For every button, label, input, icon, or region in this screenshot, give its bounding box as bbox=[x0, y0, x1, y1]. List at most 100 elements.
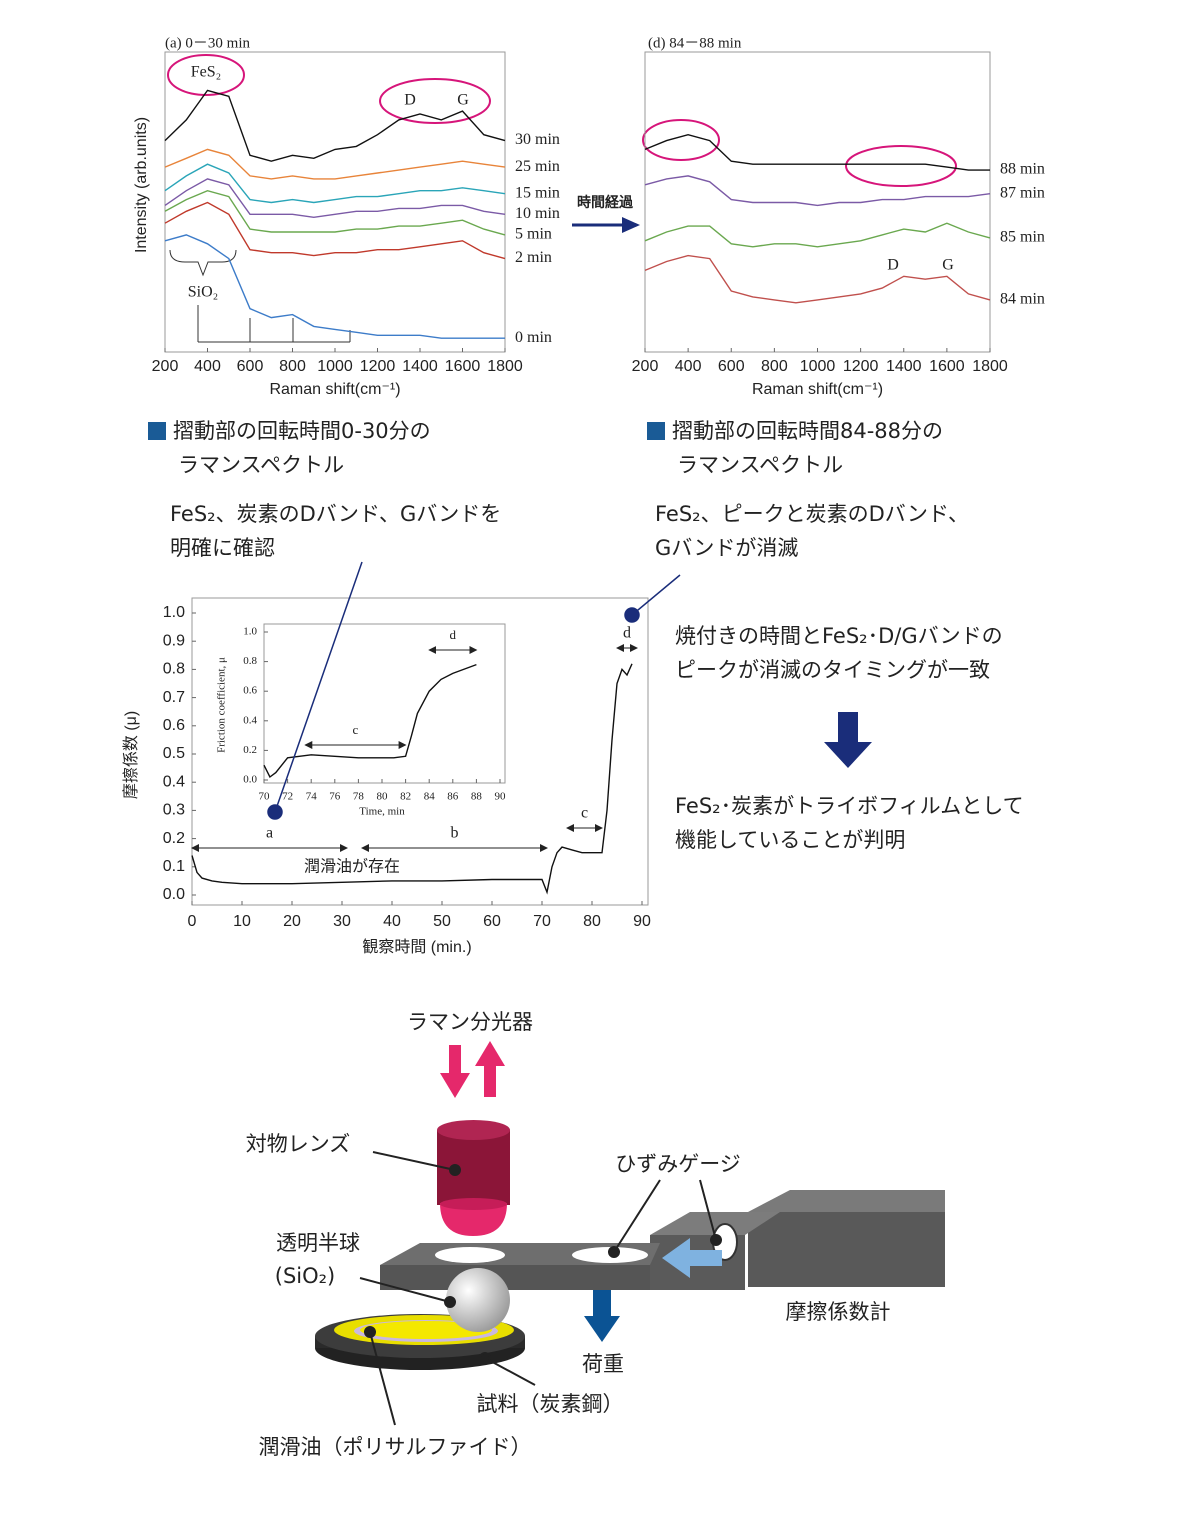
period-label: d bbox=[450, 627, 457, 642]
plot-frame bbox=[644, 51, 991, 353]
x-axis-label: Raman shift(cm⁻¹) bbox=[752, 381, 883, 398]
series-label: 10 min bbox=[515, 205, 560, 222]
x-tick-label: 1200 bbox=[360, 358, 396, 375]
x-tick-label: 50 bbox=[433, 913, 451, 930]
diagram-label: 透明半球 bbox=[276, 1231, 360, 1255]
x-tick-label: 20 bbox=[283, 913, 301, 930]
x-tick-label: 30 bbox=[333, 913, 351, 930]
y-tick-label: 0.7 bbox=[163, 689, 185, 706]
annotation: FeS₂ bbox=[191, 64, 221, 81]
conclusion: ピークが消滅のタイミングが一致 bbox=[675, 658, 990, 682]
series-label: 84 min bbox=[1000, 291, 1045, 308]
y-tick-label: 0.2 bbox=[163, 830, 185, 847]
y-tick-label: 0.8 bbox=[163, 661, 185, 678]
x-tick-label: 70 bbox=[259, 791, 271, 803]
apparatus bbox=[315, 1041, 945, 1426]
spectrum-line bbox=[164, 89, 506, 162]
period-label: d bbox=[623, 625, 631, 642]
annotation: D bbox=[404, 92, 416, 109]
conclusion: 機能していることが判明 bbox=[675, 828, 905, 852]
y-tick-label: 0.6 bbox=[243, 685, 257, 697]
spectrum-line bbox=[164, 189, 506, 236]
x-tick-label: 600 bbox=[237, 358, 264, 375]
spectrum-line bbox=[164, 178, 506, 219]
x-tick-label: 1400 bbox=[886, 358, 922, 375]
caption: ラマンスペクトル bbox=[677, 453, 843, 477]
conclusion: 焼付きの時間とFeS₂･D/Gバンドの bbox=[675, 624, 1003, 648]
note: FeS₂、炭素のDバンド、Gバンドを bbox=[170, 502, 501, 526]
series-label: 30 min bbox=[515, 131, 560, 148]
diagram-label: 対物レンズ bbox=[246, 1132, 351, 1156]
spectrum-line bbox=[164, 148, 506, 180]
conclusion: FeS₂･炭素がトライボフィルムとして bbox=[675, 794, 1024, 818]
x-tick-label: 1400 bbox=[402, 358, 438, 375]
y-tick-label: 0.6 bbox=[163, 717, 185, 734]
chart-title: (a) 0－30 min bbox=[165, 35, 250, 51]
diagram-label: ラマン分光器 bbox=[407, 1010, 533, 1034]
charts: 200 400 600 800 1000 1200 1400 1600 1800 (a) 0－30… bbox=[122, 35, 1045, 956]
y-tick-label: 0.5 bbox=[163, 745, 185, 762]
y-tick-label: 0.8 bbox=[243, 655, 257, 667]
x-tick-label: 400 bbox=[194, 358, 221, 375]
data-line bbox=[263, 663, 477, 779]
x-axis-label: 観察時間 (min.) bbox=[362, 938, 471, 956]
spectrum-line bbox=[164, 201, 506, 260]
annotation: G bbox=[457, 92, 469, 109]
arrow-label: 時間経過 bbox=[577, 194, 634, 211]
x-tick-label: 84 bbox=[424, 791, 436, 803]
plot-frame bbox=[263, 623, 506, 784]
caption-marker bbox=[148, 422, 166, 440]
x-tick-label: 1600 bbox=[929, 358, 965, 375]
series-label: 85 min bbox=[1000, 229, 1045, 246]
y-tick-label: 0.0 bbox=[243, 774, 257, 786]
series-label: 88 min bbox=[1000, 161, 1045, 178]
series-label: 5 min bbox=[515, 226, 552, 243]
period-label: a bbox=[266, 825, 273, 842]
x-tick-label: 1800 bbox=[487, 358, 523, 375]
x-tick-label: 78 bbox=[353, 791, 365, 803]
x-tick-label: 40 bbox=[383, 913, 401, 930]
x-tick-label: 10 bbox=[233, 913, 251, 930]
spectrum-line bbox=[644, 254, 991, 304]
y-axis-label: Intensity (arb.units) bbox=[133, 117, 150, 253]
caption: ラマンスペクトル bbox=[178, 453, 344, 477]
annotation: G bbox=[942, 257, 954, 274]
diagram-label: ひずみゲージ bbox=[615, 1152, 741, 1176]
diagram-label: (SiO₂) bbox=[275, 1264, 336, 1288]
diagram-label: 荷重 bbox=[582, 1352, 624, 1376]
x-tick-label: 1000 bbox=[800, 358, 836, 375]
x-tick-label: 88 bbox=[471, 791, 483, 803]
x-axis-label: Time, min bbox=[359, 806, 405, 818]
caption: 摺動部の回転時間84-88分の bbox=[672, 419, 943, 443]
diagram-label: 試料（炭素鋼） bbox=[477, 1392, 624, 1416]
y-axis-label: Friction coefficient, μ bbox=[216, 657, 228, 753]
y-tick-label: 0.0 bbox=[163, 886, 185, 903]
period-label: c bbox=[353, 722, 359, 737]
y-tick-label: 0.9 bbox=[163, 632, 185, 649]
x-tick-label: 400 bbox=[675, 358, 702, 375]
sio2-markers bbox=[169, 249, 351, 343]
x-tick-label: 1000 bbox=[317, 358, 353, 375]
note: Gバンドが消滅 bbox=[655, 536, 798, 560]
chart-title: (d) 84－88 min bbox=[648, 35, 742, 51]
series-label: 15 min bbox=[515, 184, 560, 201]
down-arrow bbox=[838, 712, 858, 744]
series-label: 0 min bbox=[515, 329, 552, 346]
diagram-label: 摩擦係数計 bbox=[786, 1300, 891, 1324]
annotation: D bbox=[887, 257, 899, 274]
spectrum-line bbox=[164, 163, 506, 204]
note: 明確に確認 bbox=[170, 536, 275, 560]
x-tick-label: 200 bbox=[632, 358, 659, 375]
x-tick-label: 200 bbox=[152, 358, 179, 375]
plot-frame bbox=[164, 51, 506, 353]
x-tick-label: 1200 bbox=[843, 358, 879, 375]
x-axis-label: Raman shift(cm⁻¹) bbox=[269, 381, 400, 398]
x-tick-label: 76 bbox=[329, 791, 341, 803]
x-tick-label: 70 bbox=[533, 913, 551, 930]
x-tick-label: 800 bbox=[761, 358, 788, 375]
annotation: SiO₂ bbox=[188, 284, 218, 301]
x-tick-label: 60 bbox=[483, 913, 501, 930]
caption-marker bbox=[647, 422, 665, 440]
y-tick-label: 0.4 bbox=[243, 714, 257, 726]
